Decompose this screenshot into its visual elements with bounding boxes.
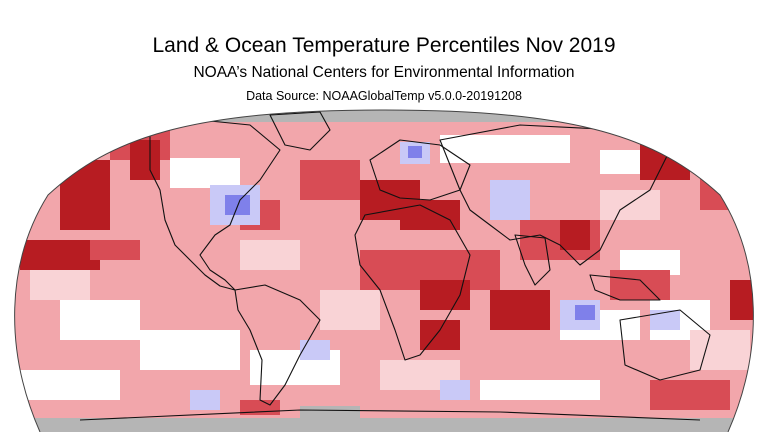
white-patch: [140, 330, 240, 370]
white-patch: [480, 380, 600, 400]
light-pink-patch: [600, 190, 660, 220]
light-pink-patch: [30, 270, 90, 300]
greenland-outline: [269, 111, 331, 151]
coastlines: [79, 111, 711, 421]
record-warm-patch: [420, 280, 470, 310]
data-source-label: Data Source: NOAAGlobalTemp v5.0.0-20191…: [246, 89, 522, 103]
white-patch: [600, 150, 640, 174]
globe-outline: [14, 109, 754, 432]
missing-south: [14, 418, 754, 432]
cool-patch: [190, 390, 220, 410]
record-warm-patch: [400, 200, 460, 230]
se-asia-outline: [589, 274, 661, 301]
cool-patch: [300, 340, 330, 360]
india-outline: [514, 234, 551, 286]
light-pink-patch: [320, 290, 380, 330]
much-cooler-patch: [575, 305, 595, 320]
cool-patch: [650, 310, 680, 330]
map-subtitle: NOAA’s National Centers for Environmenta…: [193, 64, 575, 81]
record-warm-patch: [490, 290, 550, 330]
cool-patch: [490, 180, 530, 220]
north-america-outline: [149, 119, 281, 291]
white-patch: [440, 135, 570, 163]
white-patch: [170, 158, 240, 188]
white-patch: [60, 300, 140, 340]
missing-north: [14, 110, 754, 122]
south-america-outline: [234, 284, 321, 406]
record-warm-patch: [20, 240, 100, 270]
much-warmer-patch: [610, 270, 670, 300]
africa-outline: [354, 204, 471, 361]
much-warmer-patch: [300, 160, 360, 200]
anomaly-field: [14, 110, 754, 432]
white-patch: [20, 370, 120, 400]
much-warmer-patch: [730, 280, 754, 320]
cool-patch: [440, 380, 470, 400]
much-cooler-patch: [408, 146, 422, 158]
record-warm-patch: [130, 140, 160, 180]
missing-patch: [300, 406, 360, 420]
australia-outline: [619, 309, 711, 381]
light-pink-patch: [690, 330, 750, 370]
record-warm-patch: [60, 160, 110, 230]
much-warmer-patch: [650, 380, 730, 410]
much-warmer-patch: [90, 240, 140, 260]
record-warm-patch: [420, 320, 460, 350]
map-title: Land & Ocean Temperature Percentiles Nov…: [152, 34, 616, 57]
antarctica-outline: [79, 409, 701, 421]
record-warm-patch: [560, 220, 590, 250]
light-pink-patch: [240, 240, 300, 270]
